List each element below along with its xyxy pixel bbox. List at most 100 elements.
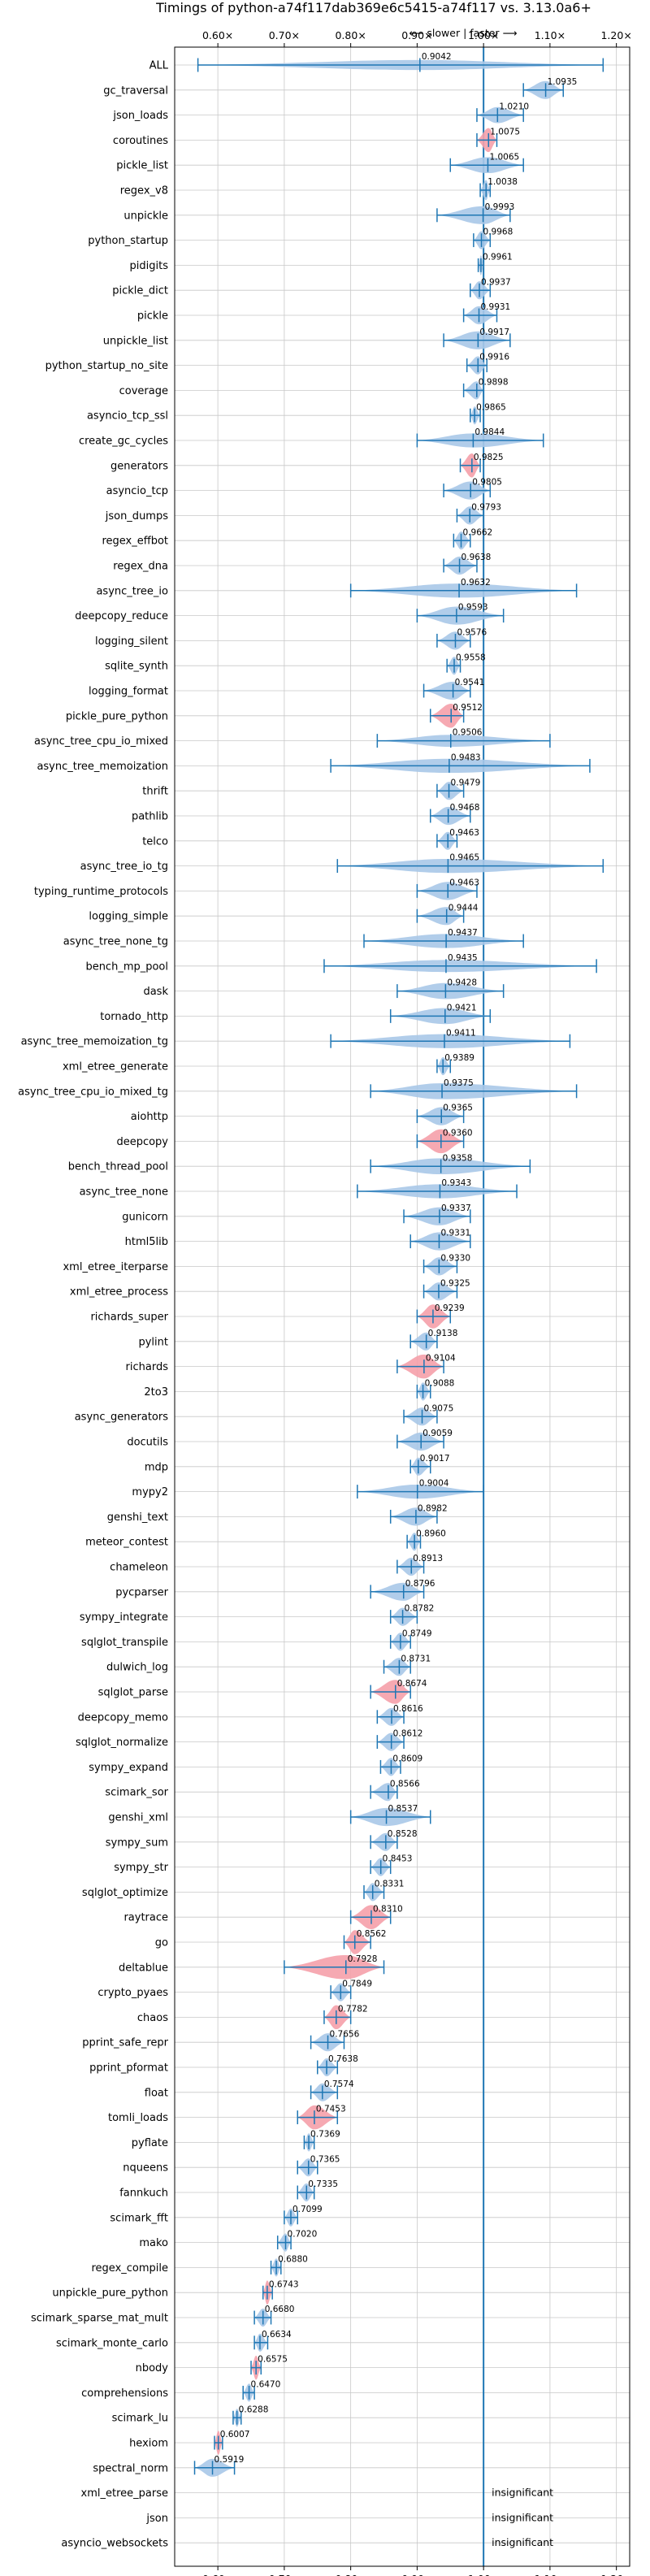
- benchmark-row: bench_mp_pool 0.9435: [85, 953, 597, 973]
- x-tick-label-bottom: 0.80×: [335, 2573, 366, 2576]
- benchmark-row: async_tree_none_tg 0.9437: [63, 928, 524, 948]
- benchmark-row: pycparser 0.8796: [115, 1579, 436, 1601]
- benchmark-row: logging_simple 0.9444: [89, 903, 479, 926]
- benchmark-row: unpickle_list 0.9917: [103, 327, 511, 349]
- value-label: 0.6288: [239, 2405, 269, 2414]
- benchmark-row: async_tree_memoization 0.9483: [37, 752, 591, 774]
- benchmark-name: unpickle_pure_python: [52, 2288, 168, 2300]
- benchmark-name: scimark_lu: [112, 2413, 168, 2425]
- benchmark-name: xml_etree_generate: [63, 1061, 168, 1073]
- x-tick-label-top: 0.60×: [202, 29, 233, 41]
- benchmark-name: mypy2: [132, 1486, 168, 1498]
- value-label: 0.8674: [397, 1679, 427, 1689]
- value-label: 0.6743: [269, 2279, 299, 2289]
- benchmark-row: thrift 0.9479: [142, 778, 480, 800]
- benchmark-row: bench_thread_pool 0.9358: [68, 1153, 531, 1175]
- value-label: 0.9968: [483, 228, 514, 237]
- value-label: 0.9468: [450, 803, 480, 813]
- benchmark-row: asyncio_tcp 0.9805: [106, 478, 502, 500]
- value-label: 0.9358: [443, 1153, 473, 1163]
- value-label: 0.9360: [443, 1128, 473, 1138]
- benchmark-row: gc_traversal 1.0935: [103, 77, 577, 99]
- chart-title: Timings of python-a74f117dab369e6c5415-a…: [155, 0, 592, 15]
- benchmark-row: unpickle_pure_python 0.6743: [52, 2279, 299, 2305]
- value-label: 0.8731: [401, 1654, 431, 1663]
- benchmark-row: generators 0.9825: [110, 453, 504, 478]
- benchmark-row: sympy_integrate 0.8782: [80, 1604, 435, 1626]
- benchmark-name: xml_etree_process: [70, 1286, 168, 1299]
- value-label: 0.6007: [220, 2430, 250, 2439]
- value-label: 0.7365: [310, 2154, 340, 2164]
- value-label: 0.9337: [441, 1203, 471, 1213]
- benchmark-name: comprehensions: [81, 2387, 168, 2400]
- benchmark-name: bench_mp_pool: [85, 961, 168, 973]
- benchmark-name: logging_silent: [95, 635, 168, 648]
- benchmark-row: async_tree_cpu_io_mixed 0.9506: [34, 728, 551, 748]
- benchmark-row: scimark_fft 0.7099: [110, 2205, 323, 2227]
- benchmark-row: tornado_http 0.9421: [100, 1003, 492, 1025]
- benchmark-row: dulwich_log 0.8731: [106, 1654, 431, 1676]
- value-label: 0.8982: [418, 1503, 448, 1513]
- benchmark-name: async_generators: [75, 1412, 169, 1424]
- benchmark-row: genshi_text 0.8982: [107, 1503, 448, 1526]
- benchmark-name: pidigits: [130, 260, 169, 272]
- benchmark-name: 2to3: [144, 1386, 168, 1399]
- benchmark-name: gc_traversal: [103, 85, 168, 97]
- value-label: 0.9632: [461, 578, 491, 588]
- value-label: 0.9558: [456, 653, 486, 662]
- value-label: 0.9465: [449, 853, 479, 863]
- value-label: 0.9576: [457, 627, 487, 637]
- benchmark-name: sqlglot_normalize: [76, 1737, 168, 1749]
- value-label: 1.0075: [490, 127, 520, 137]
- benchmark-row: dask 0.9428: [143, 978, 505, 1000]
- x-tick-label-bottom: 1.00×: [468, 2573, 499, 2576]
- value-label: 0.9917: [479, 327, 509, 337]
- value-label: 0.9375: [444, 1078, 474, 1088]
- insignificant-label: insignificant: [492, 2511, 553, 2523]
- benchmark-name: python_startup_no_site: [46, 360, 168, 372]
- benchmark-name: async_tree_cpu_io_mixed: [34, 735, 168, 748]
- benchmark-name: bench_thread_pool: [68, 1161, 168, 1173]
- benchmark-row: genshi_xml 0.8537: [108, 1804, 431, 1827]
- value-label: 0.8609: [392, 1754, 422, 1763]
- benchmark-name: deepcopy: [116, 1136, 168, 1148]
- x-tick-label-top: 0.70×: [269, 29, 300, 41]
- value-label: 1.0210: [499, 102, 529, 112]
- value-label: 0.9435: [448, 953, 478, 963]
- value-label: 0.6880: [278, 2254, 308, 2264]
- benchmark-row: ALL 0.9042: [150, 52, 604, 72]
- benchmark-row: go 0.8562: [155, 1929, 386, 1954]
- value-label: 0.8453: [383, 1854, 413, 1864]
- value-label: 0.9437: [448, 928, 478, 938]
- benchmark-row: async_tree_cpu_io_mixed_tg 0.9375: [18, 1078, 578, 1099]
- value-label: 0.9239: [435, 1303, 465, 1313]
- benchmark-row: regex_v8 1.0038: [120, 177, 518, 201]
- benchmark-row: deltablue 0.7928: [119, 1954, 385, 1980]
- value-label: 0.7369: [310, 2129, 340, 2139]
- value-label: 0.7020: [288, 2230, 318, 2240]
- benchmark-name: spectral_norm: [93, 2462, 168, 2474]
- benchmark-row: fannkuch 0.7335: [119, 2179, 338, 2202]
- benchmark-row: spectral_norm 0.5919: [93, 2455, 244, 2477]
- benchmark-row: regex_dna 0.9638: [113, 553, 491, 575]
- value-label: 0.9059: [422, 1429, 453, 1438]
- benchmark-name: logging_simple: [89, 911, 168, 923]
- benchmark-name: sympy_expand: [89, 1762, 168, 1774]
- benchmark-name: sqlglot_transpile: [81, 1637, 168, 1649]
- value-label: 0.6470: [251, 2379, 281, 2389]
- benchmark-name: sqlglot_parse: [98, 1687, 168, 1699]
- value-label: 0.8782: [405, 1604, 435, 1614]
- value-label: 0.7656: [330, 2029, 360, 2039]
- benchmark-row: hexiom 0.6007: [129, 2430, 249, 2455]
- insignificant-label: insignificant: [492, 2536, 553, 2548]
- value-label: 0.7849: [342, 1980, 372, 1989]
- benchmark-row: regex_compile 0.6880: [91, 2254, 308, 2277]
- benchmark-row: xml_etree_generate 0.9389: [63, 1053, 474, 1076]
- value-label: 0.8796: [405, 1579, 436, 1589]
- x-tick-label-bottom: 0.60×: [202, 2573, 233, 2576]
- benchmark-name: scimark_monte_carlo: [56, 2337, 168, 2349]
- value-label: 0.7453: [316, 2105, 346, 2114]
- benchmark-row: xml_etree_process 0.9325: [70, 1278, 470, 1301]
- benchmark-row: deepcopy_reduce 0.9593: [75, 603, 505, 625]
